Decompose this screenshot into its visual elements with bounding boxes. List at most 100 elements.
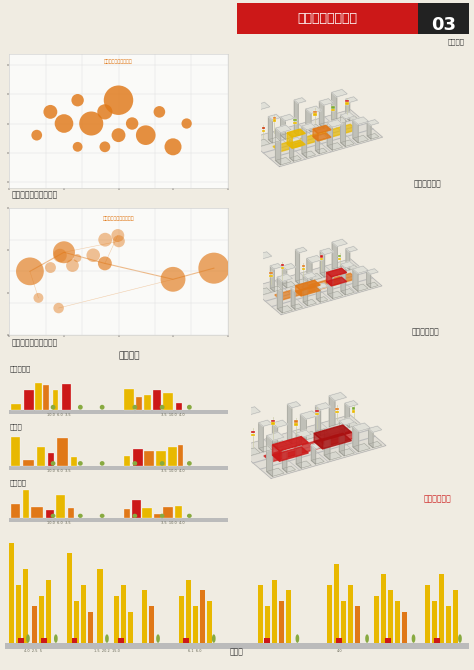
- Bar: [335, 411, 339, 413]
- Polygon shape: [353, 284, 368, 291]
- Bar: [446, 606, 451, 643]
- Polygon shape: [290, 137, 301, 143]
- Bar: [258, 585, 263, 643]
- Point: [114, 230, 122, 241]
- Polygon shape: [281, 117, 285, 139]
- Polygon shape: [341, 289, 354, 295]
- Polygon shape: [256, 288, 272, 295]
- Text: 社区服务系统: 社区服务系统: [412, 328, 439, 336]
- Bar: [10, 437, 20, 466]
- Polygon shape: [273, 420, 288, 427]
- Polygon shape: [283, 466, 295, 472]
- Polygon shape: [327, 273, 331, 286]
- Bar: [425, 585, 430, 643]
- Polygon shape: [243, 407, 260, 415]
- Point: [101, 107, 109, 117]
- Bar: [207, 601, 212, 643]
- Polygon shape: [353, 444, 370, 452]
- Circle shape: [78, 461, 83, 466]
- Polygon shape: [296, 285, 301, 296]
- Bar: [148, 606, 154, 643]
- Circle shape: [458, 634, 462, 643]
- Polygon shape: [290, 155, 301, 161]
- Polygon shape: [287, 133, 292, 148]
- Polygon shape: [346, 115, 357, 121]
- Polygon shape: [291, 304, 302, 310]
- Polygon shape: [267, 432, 284, 440]
- Polygon shape: [346, 247, 357, 252]
- Polygon shape: [254, 139, 270, 147]
- Polygon shape: [316, 148, 327, 153]
- Circle shape: [160, 461, 164, 466]
- Polygon shape: [339, 449, 355, 456]
- Text: 10.0  6.0  3.5: 10.0 6.0 3.5: [47, 413, 70, 417]
- Bar: [23, 569, 28, 643]
- Polygon shape: [313, 125, 331, 133]
- Text: 红霞中路: 红霞中路: [9, 479, 27, 486]
- Polygon shape: [235, 415, 386, 478]
- Point: [56, 250, 64, 261]
- Bar: [18, 638, 24, 643]
- Polygon shape: [341, 113, 354, 119]
- Polygon shape: [281, 115, 294, 121]
- Bar: [338, 255, 341, 257]
- Polygon shape: [353, 426, 359, 452]
- Bar: [144, 395, 151, 409]
- Polygon shape: [332, 242, 337, 273]
- Bar: [128, 612, 133, 643]
- Polygon shape: [316, 403, 331, 410]
- Polygon shape: [346, 249, 350, 270]
- Point: [26, 266, 34, 277]
- Text: 红霞路: 红霞路: [230, 648, 244, 657]
- Bar: [9, 518, 228, 522]
- Text: 城市活动系统: 城市活动系统: [424, 494, 452, 503]
- Polygon shape: [306, 125, 321, 132]
- Circle shape: [100, 405, 105, 409]
- Circle shape: [51, 514, 55, 518]
- Bar: [124, 509, 130, 518]
- Text: 10.0  6.0  3.5: 10.0 6.0 3.5: [47, 469, 70, 473]
- Polygon shape: [281, 133, 294, 139]
- Bar: [9, 543, 14, 643]
- Bar: [315, 413, 319, 415]
- Bar: [9, 409, 228, 414]
- Point: [35, 293, 42, 304]
- Bar: [237, 3, 418, 34]
- Polygon shape: [369, 429, 373, 448]
- Polygon shape: [341, 140, 354, 146]
- Polygon shape: [320, 251, 325, 277]
- Circle shape: [187, 461, 192, 466]
- Point: [169, 274, 177, 285]
- Point: [47, 262, 55, 273]
- Text: 10.0  6.0  3.5: 10.0 6.0 3.5: [47, 521, 70, 525]
- Polygon shape: [290, 139, 293, 161]
- Bar: [262, 130, 265, 132]
- Bar: [142, 509, 152, 518]
- Circle shape: [132, 461, 137, 466]
- Polygon shape: [254, 105, 259, 147]
- Point: [115, 95, 122, 106]
- Bar: [37, 447, 45, 466]
- Bar: [251, 431, 255, 433]
- Text: 居住生活系统: 居住生活系统: [414, 180, 442, 189]
- Circle shape: [78, 514, 83, 518]
- Bar: [16, 585, 21, 643]
- Polygon shape: [317, 297, 328, 302]
- Point: [155, 107, 163, 117]
- Bar: [293, 121, 297, 124]
- Polygon shape: [319, 122, 333, 128]
- Polygon shape: [345, 421, 358, 427]
- Bar: [348, 585, 353, 643]
- Bar: [124, 456, 130, 466]
- Polygon shape: [311, 442, 324, 449]
- Bar: [401, 612, 407, 643]
- Bar: [294, 423, 298, 425]
- Circle shape: [26, 634, 30, 643]
- Polygon shape: [319, 98, 333, 105]
- Bar: [439, 574, 444, 643]
- Polygon shape: [367, 271, 371, 287]
- Bar: [192, 606, 198, 643]
- Point: [169, 141, 177, 152]
- Bar: [178, 445, 182, 466]
- Bar: [269, 275, 273, 277]
